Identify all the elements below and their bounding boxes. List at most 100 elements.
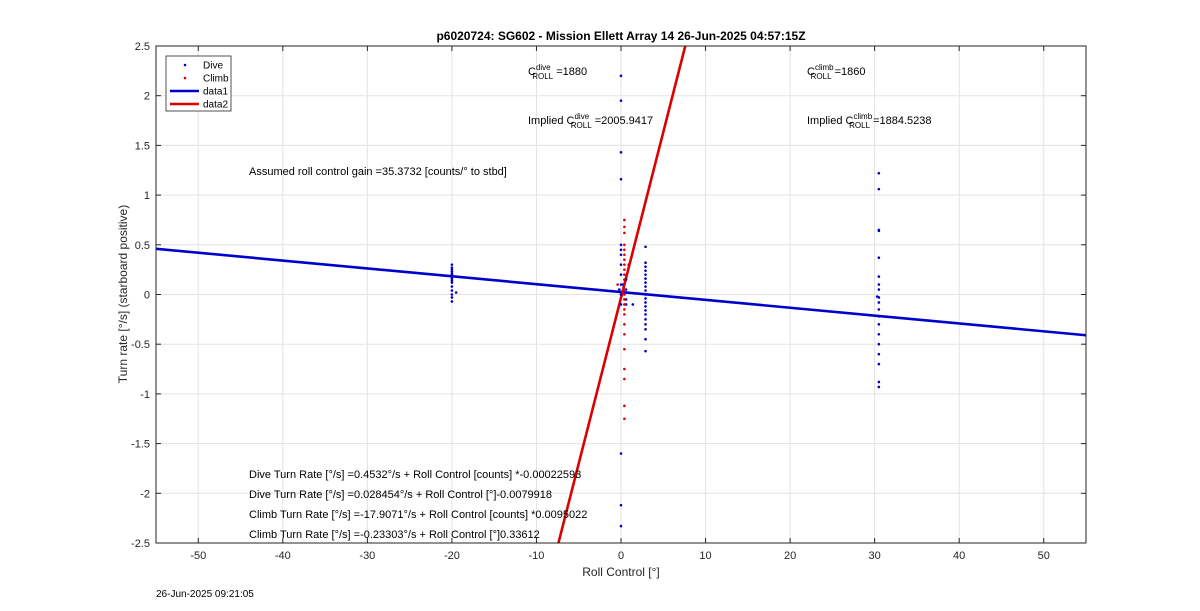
- print-timestamp: 26-Jun-2025 09:21:05: [156, 589, 254, 600]
- dive-point: [450, 268, 454, 271]
- dive-point: [644, 269, 647, 272]
- dive-point: [877, 187, 881, 191]
- annotations: Cdive ROLL =1880 Cclimb ROLL =1860 Implied C…: [249, 63, 932, 541]
- annotation-part: C: [807, 66, 815, 78]
- x-tick-label: 40: [953, 550, 965, 562]
- dive-point: [450, 289, 454, 292]
- dive-point: [644, 297, 647, 300]
- climb-point: [623, 278, 626, 281]
- dive-point: [619, 151, 623, 154]
- annotation-part: ROLL: [571, 121, 592, 130]
- annotation-part: C: [528, 66, 536, 78]
- climb-point: [616, 283, 619, 286]
- dive-point: [619, 243, 623, 247]
- dive-point: [644, 305, 647, 308]
- climb-point: [623, 263, 626, 266]
- dive-point: [450, 279, 454, 282]
- dive-point: [877, 171, 881, 175]
- dive-point: [644, 318, 647, 321]
- annotation-part: ROLL: [849, 121, 870, 130]
- dive-point: [619, 248, 623, 252]
- x-tick-label: -50: [190, 550, 206, 562]
- dive-point: [877, 275, 881, 278]
- dive-point: [644, 327, 647, 331]
- legend-marker-climb: [183, 76, 187, 80]
- climb-point: [623, 293, 626, 296]
- dive-point: [644, 349, 647, 353]
- x-axis-label: Roll Control [°]: [582, 565, 660, 579]
- annotation-dive-fit-degrees: Dive Turn Rate [°/s] =0.028454°/s + Roll…: [249, 489, 552, 501]
- dive-point: [450, 263, 454, 266]
- data-points: [450, 74, 881, 528]
- dive-point: [619, 524, 623, 528]
- dive-point: [619, 452, 623, 455]
- dive-point: [450, 281, 454, 284]
- x-tick-label: 50: [1038, 550, 1050, 562]
- climb-point: [623, 273, 626, 276]
- legend-label-dive: Dive: [203, 61, 223, 72]
- legend: Dive Climb data1 data2: [165, 55, 232, 112]
- y-tick-label: 0.5: [135, 240, 150, 252]
- dive-point: [877, 315, 881, 318]
- dive-point: [450, 300, 454, 303]
- dive-point: [644, 281, 647, 284]
- climb-point: [623, 417, 626, 421]
- dive-point: [644, 301, 647, 304]
- y-tick-label: -2.5: [131, 538, 150, 550]
- dive-point: [644, 277, 647, 280]
- dive-point: [644, 265, 647, 268]
- annotation-part: Implied C: [807, 115, 854, 127]
- dive-point: [644, 285, 647, 288]
- dive-point: [618, 288, 621, 291]
- dive-point: [450, 270, 454, 273]
- legend-label-data1: data1: [203, 87, 228, 98]
- dive-point: [450, 296, 454, 299]
- dive-point: [450, 293, 454, 296]
- annotation-implied-c-roll-dive: Implied Cdive ROLL =2005.9417: [528, 112, 653, 130]
- annotation-c-roll-climb: Cclimb ROLL =1860: [807, 63, 865, 81]
- annotation-part: Dive Turn Rate [°/s] =0.028454°/s + Roll…: [249, 489, 552, 501]
- dive-point: [877, 352, 881, 356]
- y-tick-label: 0: [144, 290, 150, 302]
- dive-point: [450, 277, 454, 280]
- dive-point: [644, 261, 647, 264]
- dive-point: [631, 303, 635, 306]
- climb-point: [623, 248, 626, 252]
- dive-point: [450, 285, 454, 288]
- dive-point: [877, 296, 881, 299]
- annotation-part: =2005.9417: [592, 115, 653, 127]
- annotation-part: Dive Turn Rate [°/s] =0.4532°/s + Roll C…: [249, 469, 581, 481]
- annotation-implied-c-roll-climb: Implied Cclimb ROLL =1884.5238: [807, 112, 932, 130]
- legend-box: [165, 55, 232, 112]
- annotation-part: Climb Turn Rate [°/s] =-0.23303°/s + Rol…: [249, 529, 540, 541]
- annotation-c-roll-dive: Cdive ROLL =1880: [528, 63, 587, 81]
- y-tick-label: -1: [140, 389, 150, 401]
- annotation-climb-fit-counts: Climb Turn Rate [°/s] =-17.9071°/s + Rol…: [249, 509, 587, 521]
- x-tick-label: 0: [618, 550, 624, 562]
- dive-point: [450, 273, 454, 276]
- x-tick-label: 20: [784, 550, 796, 562]
- climb-point: [623, 298, 626, 301]
- dive-point: [877, 385, 881, 389]
- climb-point: [623, 253, 626, 257]
- dive-point: [619, 177, 623, 181]
- climb-point: [623, 258, 626, 262]
- dive-point: [877, 301, 881, 304]
- climb-point: [623, 404, 626, 408]
- annotation-part: =1860: [832, 66, 866, 78]
- climb-point: [623, 243, 626, 247]
- y-tick-label: 1: [144, 190, 150, 202]
- dive-point: [877, 288, 881, 291]
- dive-point: [619, 503, 623, 507]
- dive-point: [450, 266, 454, 269]
- y-tick-label: -0.5: [131, 339, 150, 351]
- annotation-dive-fit-counts: Dive Turn Rate [°/s] =0.4532°/s + Roll C…: [249, 469, 581, 481]
- climb-point: [623, 218, 626, 222]
- x-tick-label: -30: [359, 550, 375, 562]
- dive-point: [877, 283, 881, 286]
- dive-point: [644, 313, 647, 316]
- dive-point: [644, 323, 647, 326]
- axis-ticks: -50 -40 -30 -20 -10 0 10 20 30 40 50 2.5 2 1.5 1 0.5 0 -0…: [131, 41, 1086, 562]
- x-tick-label: -10: [529, 550, 545, 562]
- dive-point: [450, 275, 454, 278]
